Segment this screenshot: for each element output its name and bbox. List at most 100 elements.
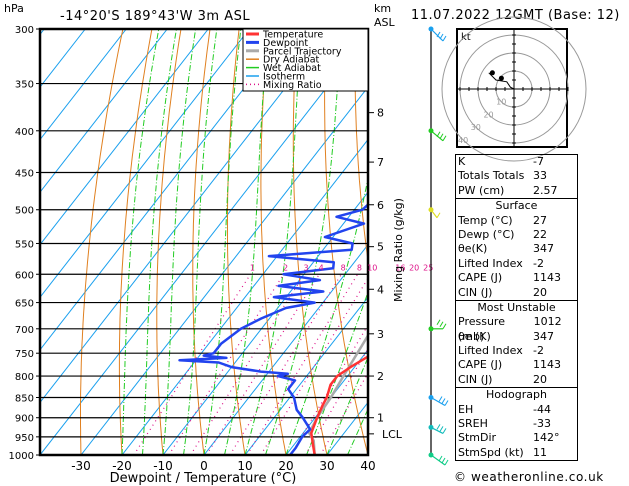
wind-barb-flag [438,396,443,402]
legend-label: Dewpoint [263,38,308,49]
wind-barb-flag [439,321,444,328]
most-unstable-box: Most Unstable Pressure (mb) 1012 θe (K) 34… [455,299,578,388]
stat-row: θe (K) 347 [456,330,577,344]
stat-value: 20 [533,372,547,386]
wind-barb-shaft [430,454,446,466]
wind-barb-shaft [430,130,444,142]
wet-adiabat [121,29,160,455]
isotherm-line [121,138,368,455]
stat-row-k: K -7 [456,155,577,169]
temperature-tick-label: 40 [360,459,375,473]
stat-label: EH [458,402,474,416]
stat-row: StmDir 142° [456,431,577,445]
height-unit-label: km ASL [374,2,395,30]
stat-label: CAPE (J) [458,271,503,285]
section-title: Hodograph [486,388,547,402]
wind-barb [428,452,449,466]
copyright[interactable]: © weatheronline.co.uk [454,470,604,484]
height-tick-label: 2 [377,370,384,383]
wind-barb-flag [436,212,441,219]
pressure-tick-label: 450 [15,168,34,179]
legend-label: Isotherm [263,72,305,83]
stat-label: SREH [458,417,488,431]
wind-barb-flag [441,457,446,464]
stat-row: EH -44 [456,403,577,417]
temperature-tick-label: 0 [200,459,208,473]
stat-label: CAPE (J) [458,358,503,372]
stats-panel: K -7 Totals Totals 33 PW (cm) 2.57 Surface … [455,154,578,462]
legend-label: Dry Adiabat [263,55,320,66]
surface-box: Surface Temp (°C) 27 Dewp (°C) 22 θe(K) 347… [455,198,578,300]
stat-value: 22 [533,227,547,241]
height-tick-label: 5 [377,241,384,254]
wind-barb-shaft [430,209,438,219]
mixing-ratio-label: 16 [395,263,405,272]
stat-value: 347 [533,242,554,256]
stat-label: StmDir [458,431,497,445]
wind-barb-flag [444,459,449,466]
stat-label: StmSpd (kt) [458,445,524,459]
temperature-tick-label: -20 [112,459,132,473]
temperature-axis: -30 -20 -10 0 10 20 30 40 [71,459,375,473]
stat-value: -2 [533,344,544,358]
height-tick-label: 3 [377,328,384,341]
wet-adiabat [183,29,218,455]
dry-adiabat [156,29,182,455]
isotherm-line [285,349,368,455]
hodograph-unit: kt [461,32,471,43]
wind-barb-flag [442,323,447,330]
pressure-tick-label: 800 [15,372,34,383]
pressure-tick-label: 600 [15,270,34,281]
legend-label: Parcel Trajectory [263,46,342,57]
height-tick-label: 4 [377,283,384,296]
stat-label: PW (cm) [458,183,505,197]
profiles [178,202,368,455]
wind-barb-flag [438,455,443,462]
isotherm-line [244,296,368,455]
legend-box [242,28,369,92]
pressure-tick-label: 650 [15,299,34,310]
stat-value: 2.57 [533,183,558,197]
datetime-title: 11.07.2022 12GMT (Base: 12) [411,8,620,23]
section-title: Most Unstable [477,300,556,314]
isotherm-line [203,243,368,455]
stat-label: Totals Totals [458,169,525,183]
pressure-tick-label: 500 [15,206,34,217]
height-tick-label: 6 [377,199,384,212]
wind-barb-flag [442,135,447,142]
dry-adiabat [260,29,287,455]
stat-value: 11 [533,445,547,459]
stat-row: CIN (J) 20 [456,373,577,387]
stat-value: -7 [533,155,544,168]
hodograph-storm-marker [489,70,495,76]
pressure-tick-label: 550 [15,239,34,250]
temperature-tick-label: -10 [153,459,173,473]
wind-barb-flag [436,319,441,326]
temperature-tick-label: -30 [71,459,91,473]
wind-barb [428,26,447,42]
height-tick-label: 8 [377,107,384,120]
hodograph-ring-label: 30 [471,123,481,132]
wind-barb [428,424,447,434]
stat-value: 1143 [533,358,561,372]
mixing-ratio-label: 2 [283,263,288,272]
stat-value: -44 [533,402,551,416]
pressure-unit-label: hPa [4,2,24,15]
wind-barb-flag [436,131,441,138]
isotherm-line [40,29,250,299]
pressure-tick-label: 950 [15,433,34,444]
location-title: -14°20'S 189°43'W 3m ASL [60,9,251,24]
wind-barb-flag [441,398,446,404]
indices-box: K -7 Totals Totals 33 PW (cm) 2.57 [455,154,578,199]
stat-label: Temp (°C) [458,213,513,227]
height-unit-asl: ASL [374,16,395,29]
wind-barb-flag [436,31,441,38]
wind-barb-flag [436,424,441,430]
wind-barb-flag [442,428,447,434]
stat-label: Lifted Index [458,344,523,358]
mixing-ratio-line [229,273,342,455]
height-unit-km: km [374,2,392,15]
stat-row: SREH -33 [456,417,577,431]
temperature-tick-label: 30 [319,459,334,473]
height-tick-label: LCL [382,428,403,441]
